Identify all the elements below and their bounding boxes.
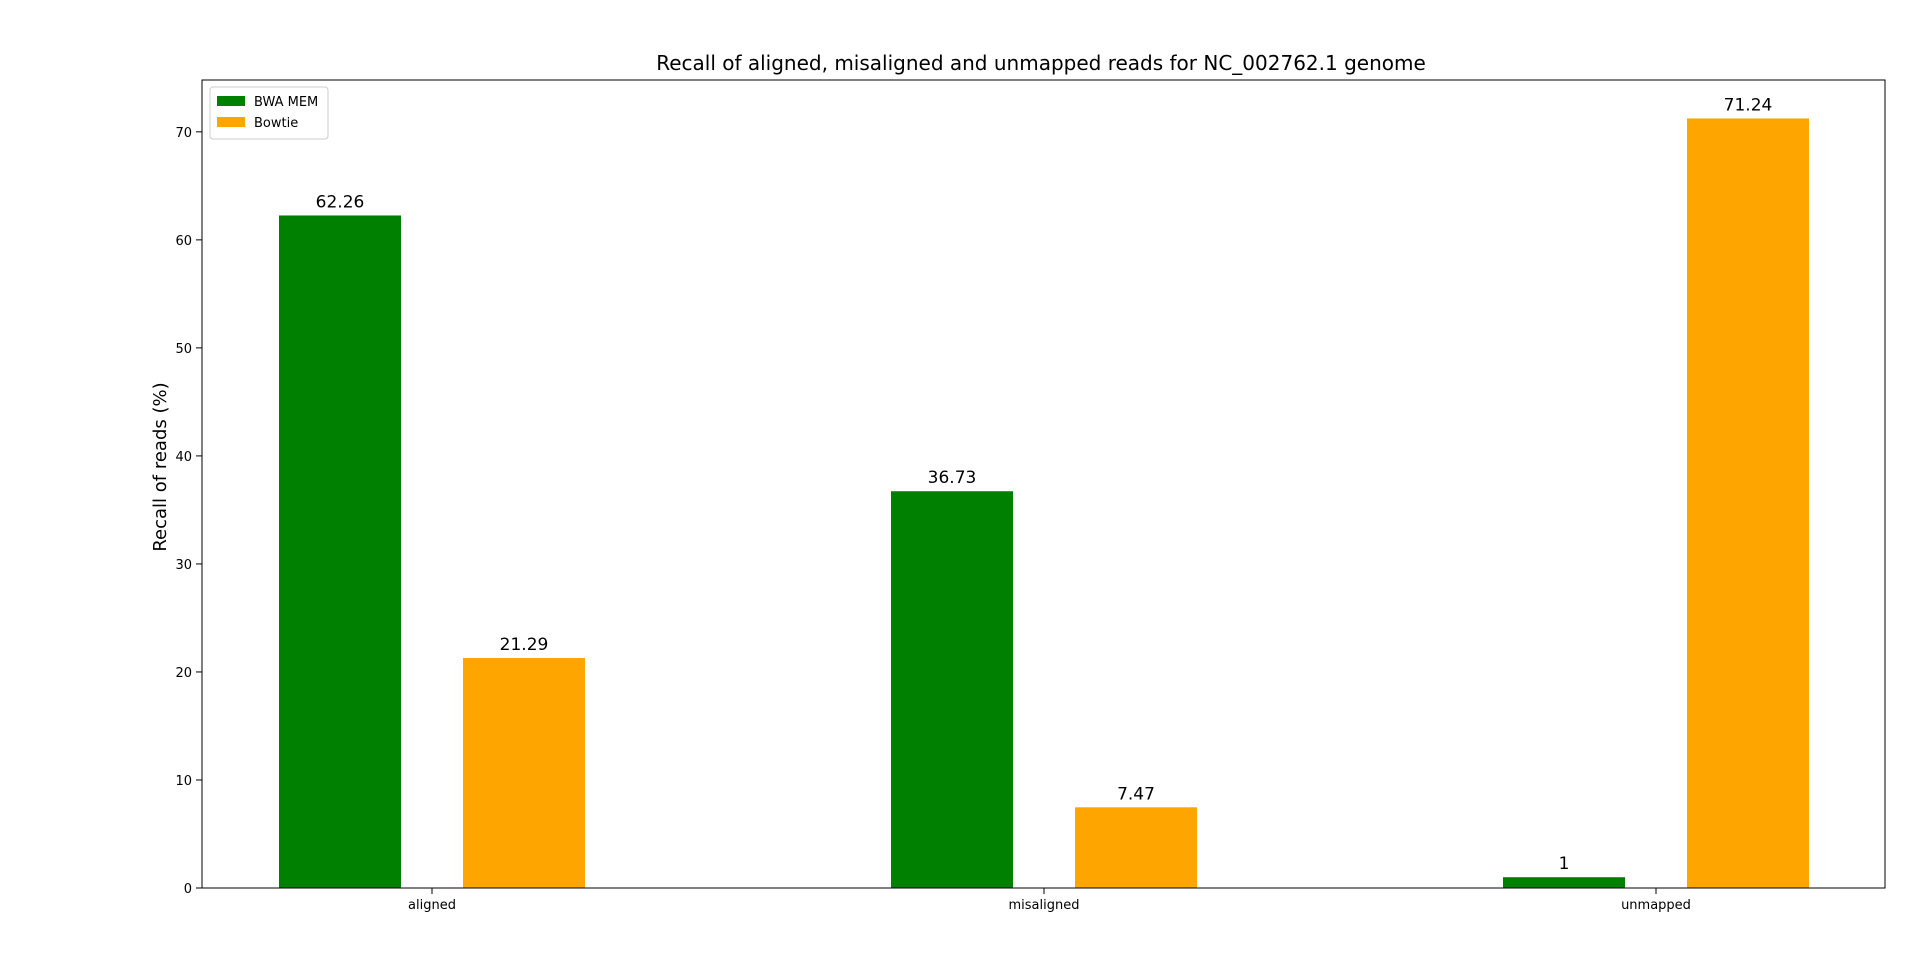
y-tick-label: 40 [175,450,192,465]
bar-bowtie-unmapped [1687,118,1809,888]
x-tick-label: unmapped [1621,898,1691,913]
y-tick-label: 10 [175,774,192,789]
value-label: 1 [1559,854,1570,874]
bar-bowtie-aligned [463,658,585,888]
y-tick-label: 30 [175,558,192,573]
bar-bwa-mem-misaligned [891,491,1013,888]
chart-title: Recall of aligned, misaligned and unmapp… [656,51,1426,75]
legend-swatch-bowtie [217,117,245,127]
y-tick-label: 70 [175,126,192,141]
legend-label: BWA MEM [254,95,318,110]
value-label: 7.47 [1117,784,1155,804]
legend: BWA MEM Bowtie [209,86,329,140]
value-label: 62.26 [316,192,365,212]
value-label: 36.73 [928,468,977,488]
y-tick-label: 50 [175,342,192,357]
axes-frame [201,79,1886,889]
bar-bwa-mem-unmapped [1503,877,1625,888]
bar-bowtie-misaligned [1075,807,1197,888]
plot-area: 62.26 36.73 1 21.29 7.47 71.24 0 10 20 30 40 50 60 70… [175,79,1886,913]
x-tick-label: misaligned [1009,898,1080,913]
bar-bwa-mem-aligned [279,215,401,889]
value-label: 71.24 [1724,95,1773,115]
y-axis-label: Recall of reads (%) [150,382,171,551]
y-tick-label: 20 [175,666,192,681]
legend-swatch-bwa-mem [217,96,245,106]
y-tick-label: 0 [184,882,192,897]
legend-label: Bowtie [254,116,298,131]
y-tick-label: 60 [175,234,192,249]
value-label: 21.29 [500,635,549,655]
x-tick-label: aligned [408,898,456,913]
